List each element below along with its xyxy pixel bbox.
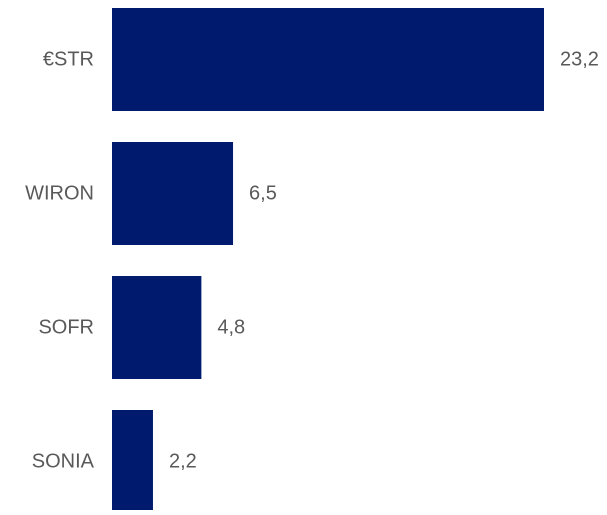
- value-label-2: 4,8: [217, 317, 245, 339]
- category-label-3: SONIA: [32, 451, 95, 473]
- value-label-0: 23,2: [560, 49, 599, 71]
- bar-1: [112, 142, 234, 245]
- category-label-1: WIRON: [25, 183, 94, 205]
- bar-3: [112, 410, 153, 513]
- bar-0: [112, 8, 544, 111]
- category-label-0: €STR: [43, 49, 94, 71]
- value-label-1: 6,5: [249, 183, 277, 205]
- bar-2: [112, 276, 202, 379]
- category-label-2: SOFR: [38, 317, 94, 339]
- value-label-3: 2,2: [169, 451, 197, 473]
